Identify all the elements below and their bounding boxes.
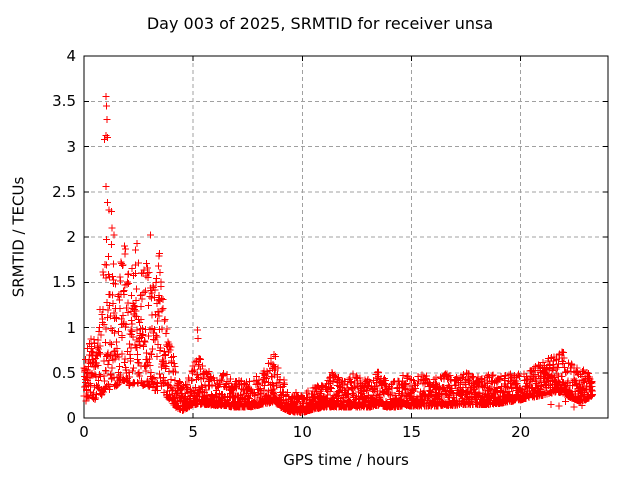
x-tick-label: 10 (292, 423, 312, 441)
y-tick-label: 0 (66, 409, 76, 427)
x-tick-label: 0 (79, 423, 89, 441)
data-points (80, 93, 597, 416)
x-tick-label: 15 (401, 423, 422, 441)
y-tick-label: 1.5 (52, 273, 76, 292)
x-tick-label: 20 (511, 423, 531, 441)
x-axis-label: GPS time / hours (283, 451, 409, 469)
y-tick-label: 4 (66, 47, 76, 65)
y-tick-label: 2 (66, 228, 76, 246)
y-tick-label: 1 (66, 318, 76, 337)
chart-title: Day 003 of 2025, SRMTID for receiver uns… (146, 14, 494, 33)
y-tick-label: 2.5 (52, 182, 76, 201)
y-tick-label: 0.5 (52, 363, 76, 382)
y-tick-label: 3 (66, 137, 76, 156)
x-tick-label: 5 (188, 423, 198, 441)
y-tick-label: 3.5 (52, 92, 76, 111)
